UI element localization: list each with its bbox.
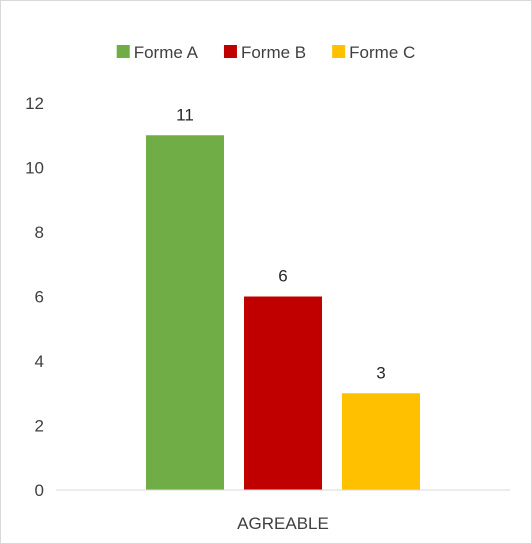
data-label: 6 xyxy=(278,267,287,286)
y-tick-label: 12 xyxy=(25,94,44,113)
y-tick-label: 4 xyxy=(35,352,44,371)
y-tick-label: 8 xyxy=(35,223,44,242)
legend-swatch-forme-b xyxy=(223,45,237,58)
x-category-label: AGREABLE xyxy=(237,514,329,533)
y-tick-label: 2 xyxy=(35,417,44,436)
data-label: 11 xyxy=(176,105,194,124)
data-labels: 11 6 3 xyxy=(176,105,386,382)
legend-swatch-forme-c xyxy=(332,45,346,58)
y-tick-label: 6 xyxy=(35,288,44,307)
bar-forme-a xyxy=(146,135,224,490)
legend-swatch-forme-a xyxy=(116,45,130,58)
y-tick-label: 0 xyxy=(35,481,44,500)
legend-label-forme-c: Forme C xyxy=(349,43,415,62)
legend: Forme A Forme B Forme C xyxy=(116,43,415,62)
y-axis-ticks: 0 2 4 6 8 10 12 xyxy=(25,94,44,500)
x-axis-categories: AGREABLE xyxy=(237,514,329,533)
legend-label-forme-a: Forme A xyxy=(134,43,199,62)
bar-forme-b xyxy=(244,296,322,490)
y-tick-label: 10 xyxy=(25,159,44,178)
bar-forme-c xyxy=(342,393,420,490)
legend-label-forme-b: Forme B xyxy=(241,43,306,62)
bars xyxy=(146,135,420,490)
data-label: 3 xyxy=(376,363,385,382)
